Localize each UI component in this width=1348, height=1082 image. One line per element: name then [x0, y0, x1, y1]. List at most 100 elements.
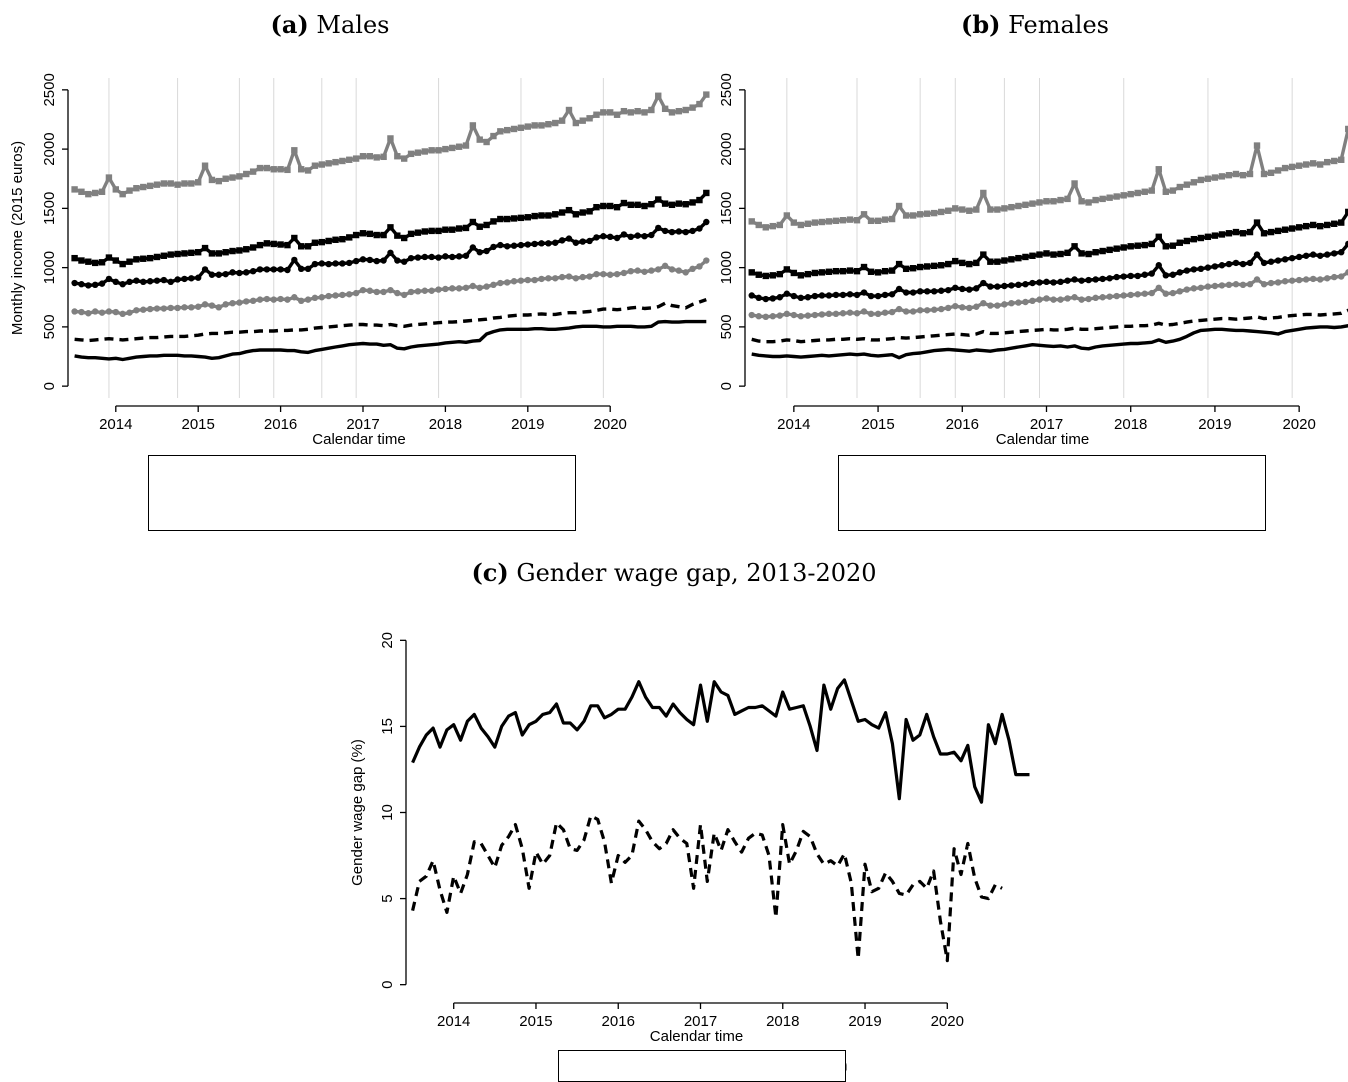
data-point: [1106, 246, 1113, 254]
data-point: [888, 291, 896, 298]
data-point: [545, 275, 552, 282]
data-point: [153, 277, 161, 284]
data-point: [449, 253, 456, 261]
data-point: [140, 278, 147, 286]
data-point: [160, 252, 168, 259]
data-point: [839, 217, 847, 224]
data-point: [1120, 292, 1127, 299]
data-point: [194, 179, 202, 186]
data-point: [277, 241, 284, 248]
data-point: [1253, 251, 1261, 258]
data-point: [1204, 175, 1212, 182]
data-point: [1099, 275, 1106, 283]
data-point: [902, 212, 910, 219]
data-point: [825, 268, 833, 275]
x-tick-label: 2019: [511, 416, 544, 433]
data-point: [755, 271, 762, 278]
x-tick-label: 2019: [1198, 416, 1231, 433]
data-point: [902, 308, 910, 315]
data-point: [1001, 282, 1008, 290]
data-point: [832, 310, 840, 318]
data-point: [346, 291, 353, 298]
data-point: [811, 269, 819, 277]
data-point: [769, 313, 776, 320]
data-point: [874, 269, 882, 276]
chart-gap: 0 5 10 15 20 2014 2015 2016 2017 2018 2019 2020 Cale…: [349, 632, 1030, 1045]
data-point: [174, 304, 181, 312]
data-point: [600, 202, 607, 210]
data-point: [1246, 228, 1254, 236]
data-point: [174, 276, 181, 283]
data-point: [1127, 243, 1134, 250]
data-point: [1295, 162, 1303, 169]
data-point: [552, 275, 559, 282]
data-point: [832, 291, 840, 299]
caption-c-letter: (c): [471, 558, 509, 587]
data-point: [931, 306, 938, 313]
data-point: [980, 299, 987, 307]
data-point: [366, 153, 374, 160]
data-point: [85, 258, 92, 265]
data-point: [1302, 222, 1310, 230]
series-percentile-10th: [74, 319, 707, 362]
data-point: [421, 253, 428, 261]
data-point: [1204, 233, 1212, 241]
data-point: [297, 265, 305, 273]
data-point: [1267, 279, 1275, 287]
data-point: [435, 286, 442, 293]
data-point: [497, 279, 504, 287]
data-point: [909, 308, 917, 315]
data-point: [1281, 278, 1289, 285]
data-point: [304, 243, 312, 250]
data-point: [923, 210, 931, 217]
data-point: [552, 211, 559, 218]
data-point: [160, 305, 168, 312]
data-point: [428, 227, 435, 235]
data-point: [105, 275, 113, 283]
series-percentile-90th: [748, 125, 1348, 231]
data-point: [119, 310, 126, 318]
data-point: [1232, 259, 1240, 267]
data-point: [1064, 195, 1071, 203]
data-point: [1345, 125, 1348, 133]
data-point: [483, 221, 490, 229]
data-point: [483, 283, 490, 290]
data-point: [1190, 235, 1198, 243]
data-point: [966, 286, 973, 293]
data-point: [634, 107, 641, 115]
data-point: [959, 259, 966, 267]
data-point: [703, 189, 710, 197]
data-point: [332, 292, 339, 299]
caption-a-title: Males: [316, 11, 390, 39]
data-point: [881, 309, 889, 316]
data-point: [641, 268, 648, 275]
series-median: [411, 814, 1003, 963]
data-point: [1169, 242, 1177, 249]
data-point: [790, 311, 798, 319]
data-point: [641, 202, 648, 210]
data-point: [586, 237, 593, 245]
data-point: [696, 196, 703, 204]
data-point: [455, 143, 463, 150]
data-point: [1218, 173, 1226, 180]
data-point: [923, 263, 931, 270]
data-point: [966, 304, 973, 312]
data-point: [579, 209, 586, 216]
y-tick-label: 1500: [718, 192, 735, 225]
data-point: [105, 308, 113, 315]
data-point: [994, 283, 1001, 290]
data-point: [839, 310, 847, 317]
data-point: [1099, 195, 1106, 203]
data-point: [881, 216, 889, 223]
data-point: [352, 231, 360, 239]
data-point: [783, 310, 791, 318]
data-point: [380, 288, 387, 296]
data-point: [916, 263, 924, 271]
data-point: [696, 263, 703, 270]
data-point: [627, 109, 634, 116]
data-point: [931, 262, 938, 270]
data-point: [1134, 189, 1141, 197]
data-point: [78, 188, 85, 195]
data-point: [462, 142, 470, 149]
data-point: [1085, 276, 1092, 284]
